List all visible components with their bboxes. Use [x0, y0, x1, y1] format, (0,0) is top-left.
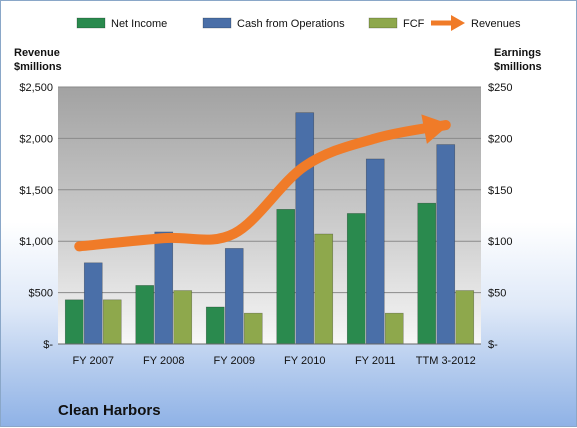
- x-tick-label: FY 2009: [214, 355, 255, 367]
- bar-cash-from-operations: [436, 144, 456, 345]
- legend-item-net-income: Net Income: [76, 17, 167, 30]
- legend-item-fcf: FCF: [368, 17, 425, 30]
- legend-label: FCF: [403, 18, 425, 30]
- left-tick-label: $1,500: [19, 185, 53, 197]
- legend-swatch: [76, 17, 106, 29]
- bar-net-income: [64, 299, 84, 345]
- bar-fcf: [243, 312, 263, 345]
- legend-label: Cash from Operations: [237, 18, 345, 30]
- left-tick-label: $1,000: [19, 236, 53, 248]
- right-axis-title-line2: $millions: [494, 61, 542, 73]
- x-tick-label: FY 2011: [355, 355, 396, 367]
- left-tick-label: $-: [43, 339, 53, 351]
- legend-label: Net Income: [111, 18, 167, 30]
- revenue-line: [74, 120, 451, 252]
- right-tick-label: $-: [488, 339, 498, 351]
- revenue-arrow: [74, 114, 451, 252]
- legend-swatch: [202, 17, 232, 29]
- axes: $- $500 $1,000 $1,500 $2,000 $2,500 $- $50 $100 $…: [19, 82, 512, 367]
- x-tick-label: TTM 3-2012: [416, 355, 476, 367]
- bar-net-income: [205, 306, 225, 345]
- bar-cash-from-operations: [83, 262, 103, 345]
- right-axis-title-line1: Earnings: [494, 47, 541, 59]
- bar-net-income: [135, 285, 155, 345]
- bar-cash-from-operations: [154, 231, 174, 345]
- bar-cash-from-operations: [224, 248, 244, 345]
- left-tick-label: $2,500: [19, 82, 53, 94]
- legend: Net Income Cash from Operations FCF Revenue…: [76, 15, 521, 31]
- left-tick-label: $2,000: [19, 133, 53, 145]
- right-tick-label: $200: [488, 133, 512, 145]
- x-tick-label: FY 2008: [143, 355, 184, 367]
- x-tick-label: FY 2007: [73, 355, 114, 367]
- right-tick-label: $250: [488, 82, 512, 94]
- bar-cash-from-operations: [295, 112, 315, 345]
- left-axis-title-line2: $millions: [14, 61, 62, 73]
- bar-fcf: [455, 290, 475, 345]
- bar-fcf: [384, 312, 404, 345]
- bar-fcf: [173, 290, 193, 345]
- bar-cash-from-operations: [365, 158, 385, 345]
- bar-fcf: [102, 299, 122, 345]
- legend-label: Revenues: [471, 18, 521, 30]
- bar-net-income: [276, 209, 296, 345]
- left-tick-label: $500: [29, 288, 53, 300]
- x-tick-label: FY 2010: [284, 355, 325, 367]
- revenue-arrowhead: [421, 114, 450, 144]
- legend-swatch: [368, 17, 398, 29]
- legend-item-revenues: Revenues: [431, 15, 521, 31]
- right-tick-label: $100: [488, 236, 512, 248]
- right-tick-label: $150: [488, 185, 512, 197]
- legend-item-cash-from-operations: Cash from Operations: [202, 17, 345, 30]
- bar-net-income: [346, 213, 366, 345]
- right-tick-label: $50: [488, 288, 506, 300]
- company-name: Clean Harbors: [58, 402, 161, 419]
- left-axis-title-line1: Revenue: [14, 47, 60, 59]
- legend-swatch-arrowhead: [451, 15, 465, 31]
- bar-fcf: [314, 233, 334, 345]
- bar-net-income: [417, 202, 437, 345]
